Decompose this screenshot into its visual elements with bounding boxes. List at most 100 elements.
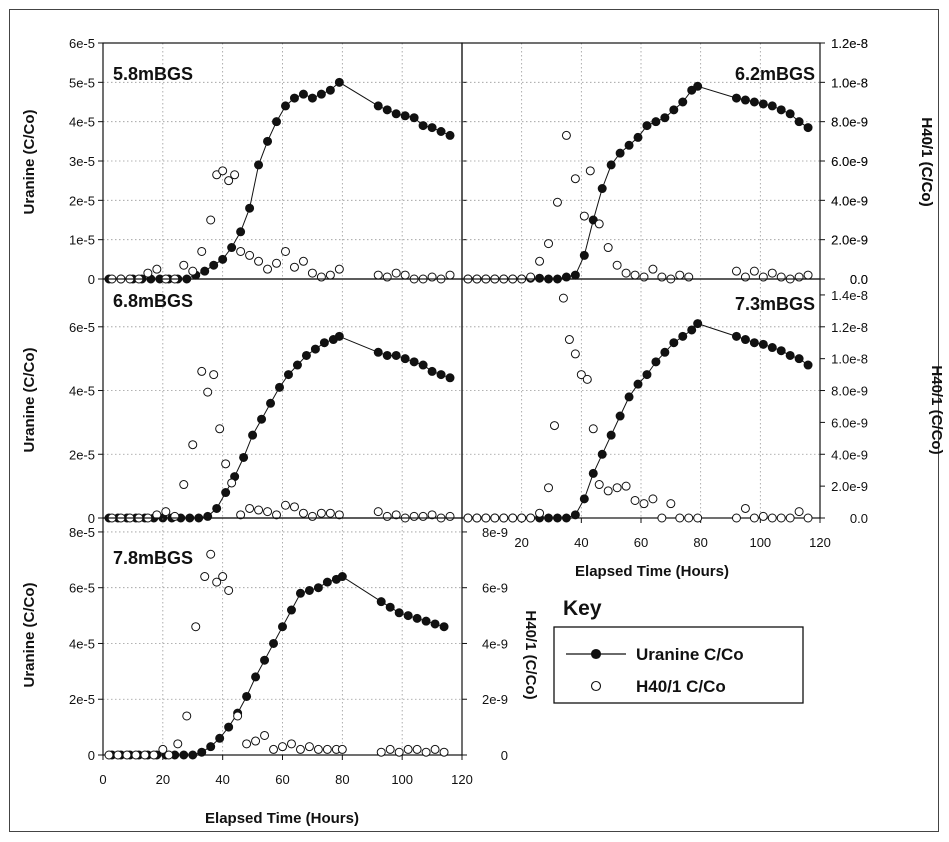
- h40-point: [544, 483, 554, 493]
- h40-point: [445, 511, 455, 521]
- figure-frame: [9, 9, 939, 832]
- h40-point: [164, 750, 174, 760]
- uranine-point: [313, 583, 323, 593]
- h40-point: [325, 508, 335, 518]
- y-tick-label: 2e-5: [69, 447, 95, 462]
- y2-tick-label: 1.2e-8: [831, 36, 868, 51]
- uranine-point: [693, 319, 703, 329]
- series-line-uranine: [468, 85, 809, 280]
- h40-point: [215, 424, 225, 434]
- h40-point: [749, 513, 759, 523]
- y-tick-label: 2e-5: [69, 692, 95, 707]
- chart-panel-3: 0 2e-5 4e-5 6e-5 6.8mBGS Uranine (C/Co): [21, 278, 463, 526]
- uranine-point: [382, 105, 392, 115]
- x-tick-label: 60: [275, 772, 289, 787]
- h40-point: [218, 166, 228, 176]
- h40-point: [427, 272, 437, 282]
- uranine-point: [624, 392, 634, 402]
- uranine-point: [427, 123, 437, 133]
- x-tick-label: 40: [215, 772, 229, 787]
- uranine-point: [385, 602, 395, 612]
- uranine-point: [391, 350, 401, 360]
- h40-point: [564, 335, 574, 345]
- h40-point: [170, 511, 180, 521]
- h40-point: [684, 272, 694, 282]
- h40-point: [236, 510, 246, 520]
- uranine-point: [436, 370, 446, 380]
- h40-point: [104, 750, 114, 760]
- uranine-point: [803, 360, 813, 370]
- uranine-point: [200, 266, 210, 276]
- uranine-point: [445, 130, 455, 140]
- h40-point: [280, 500, 290, 510]
- uranine-point: [642, 370, 652, 380]
- legend-filled-marker: [590, 648, 602, 660]
- uranine-point: [409, 113, 419, 123]
- x-tick-label: 0: [99, 772, 106, 787]
- h40-point: [558, 293, 568, 303]
- uranine-point: [803, 123, 813, 133]
- h40-point: [286, 739, 296, 749]
- y-tick-label: 2e-5: [69, 193, 95, 208]
- panel-title: 6.8mBGS: [113, 291, 193, 311]
- h40-point: [648, 264, 658, 274]
- uranine-point: [606, 160, 616, 170]
- uranine-point: [758, 99, 768, 109]
- h40-point: [803, 513, 813, 523]
- h40-point: [313, 744, 323, 754]
- h40-point: [693, 513, 703, 523]
- x-axis-label: Elapsed Time (Hours): [205, 810, 359, 827]
- y2-tick-label: 6e-9: [482, 581, 508, 596]
- h40-point: [307, 511, 317, 521]
- h40-point: [409, 511, 419, 521]
- y2-tick-label: 0.0: [850, 272, 868, 287]
- uranine-point: [391, 109, 401, 119]
- uranine-point: [421, 616, 431, 626]
- uranine-point: [749, 338, 759, 348]
- h40-point: [499, 513, 509, 523]
- uranine-point: [561, 272, 571, 282]
- uranine-point: [597, 449, 607, 459]
- uranine-point: [275, 382, 285, 392]
- y2-tick-label: 4.0e-9: [831, 193, 868, 208]
- h40-point: [245, 250, 255, 260]
- h40-point: [209, 370, 219, 380]
- uranine-point: [376, 597, 386, 607]
- uranine-point: [248, 430, 258, 440]
- h40-point: [657, 272, 667, 282]
- y2-tick-label: 1.4e-8: [831, 288, 868, 303]
- uranine-point: [767, 101, 777, 111]
- uranine-point: [203, 511, 213, 521]
- uranine-point: [669, 338, 679, 348]
- uranine-point: [731, 331, 741, 341]
- h40-point: [245, 503, 255, 513]
- uranine-point: [660, 113, 670, 123]
- y-tick-label: 4e-5: [69, 384, 95, 399]
- h40-point: [657, 513, 667, 523]
- h40-point: [603, 486, 613, 496]
- y2-tick-label: 2.0e-9: [831, 233, 868, 248]
- uranine-point: [794, 354, 804, 364]
- panel-title: 7.8mBGS: [113, 548, 193, 568]
- h40-point: [260, 730, 270, 740]
- h40-point: [182, 711, 192, 721]
- h40-point: [603, 243, 613, 253]
- uranine-point: [678, 331, 688, 341]
- h40-point: [197, 366, 207, 376]
- h40-point: [400, 270, 410, 280]
- uranine-point: [260, 655, 270, 665]
- uranine-point: [687, 325, 697, 335]
- x-tick-label: 100: [749, 535, 771, 550]
- h40-point: [289, 502, 299, 512]
- uranine-point: [278, 622, 287, 632]
- h40-point: [218, 572, 228, 582]
- h40-point: [439, 747, 449, 757]
- h40-point: [200, 572, 210, 582]
- h40-point: [588, 424, 598, 434]
- h40-point: [254, 505, 264, 515]
- h40-point: [412, 744, 422, 754]
- h40-point: [152, 264, 162, 274]
- uranine-point: [624, 140, 634, 150]
- y2-axis-label: H40/1 (C/Co): [522, 610, 539, 699]
- uranine-point: [749, 97, 759, 107]
